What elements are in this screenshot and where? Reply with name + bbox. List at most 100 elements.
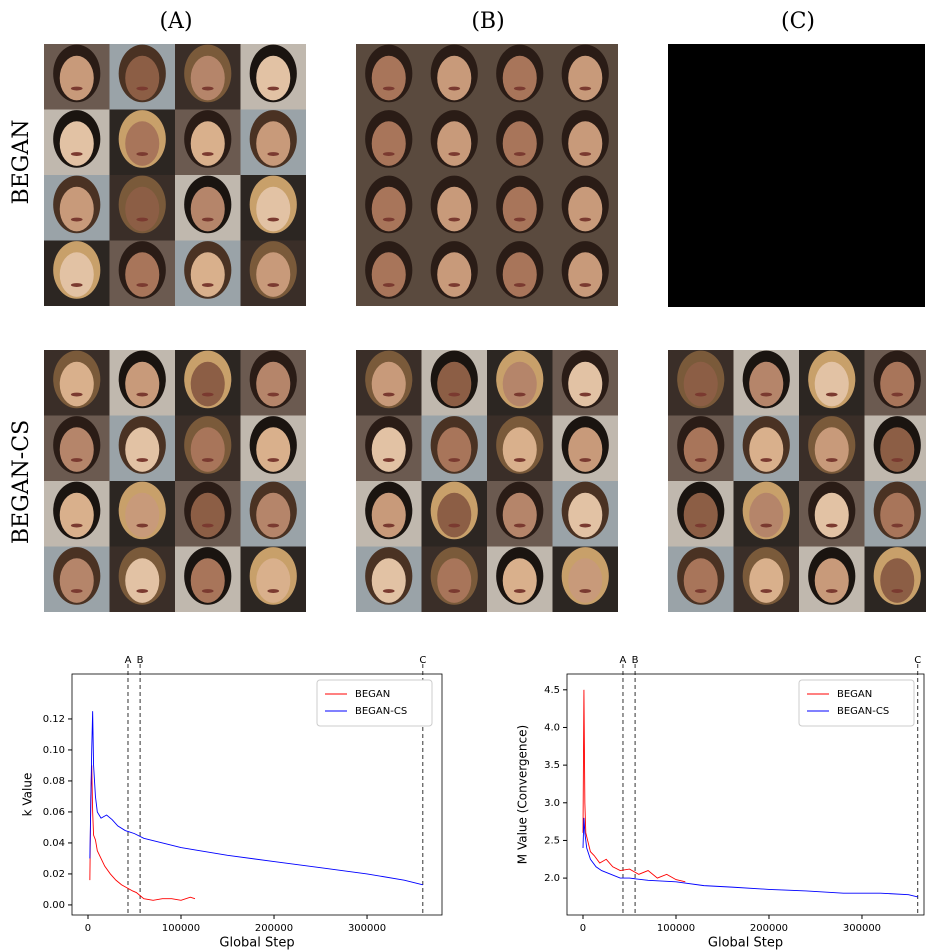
sample-face (190, 492, 225, 538)
sample-mouth (891, 523, 904, 528)
plot-frame (71, 673, 443, 916)
sample-face (371, 186, 406, 232)
sample-mouth (201, 523, 214, 528)
marker-label: C (419, 655, 426, 666)
sample-face (683, 492, 718, 538)
sample-mouth (267, 458, 280, 463)
sample-mouth (267, 283, 280, 288)
sample-mouth (382, 86, 395, 91)
column-label: (C) (781, 9, 815, 34)
sample-mouth (825, 523, 838, 528)
series-line (89, 765, 196, 901)
sample-mouth (201, 392, 214, 397)
sample-face (125, 186, 160, 232)
sample-face (59, 252, 94, 297)
sample-face (371, 252, 406, 297)
sample-mouth (201, 152, 214, 157)
sample-face (125, 361, 160, 407)
sample-face (371, 361, 406, 407)
sample-mouth (891, 589, 904, 594)
sample-face (190, 427, 225, 472)
sample-mouth (448, 152, 461, 157)
sample-face (437, 252, 472, 297)
sample-mouth (382, 392, 395, 397)
x-tick-label: 100000 (162, 923, 200, 934)
sample-mouth (70, 152, 83, 157)
sample-mouth (448, 217, 461, 222)
sample-face (59, 427, 94, 472)
x-tick-label: 200000 (750, 923, 788, 934)
sample-face (437, 121, 472, 166)
sample-mouth (70, 392, 83, 397)
sample-face (568, 55, 603, 101)
marker-label: A (125, 655, 132, 666)
sample-face (880, 558, 915, 603)
sample-face (568, 186, 603, 232)
sample-mouth (448, 523, 461, 528)
sample-face (256, 121, 291, 166)
marker-label: B (632, 655, 639, 666)
sample-face (125, 252, 160, 297)
sample-mouth (70, 458, 83, 463)
sample-face (814, 558, 849, 603)
sample-mouth (694, 523, 707, 528)
sample-mouth (201, 86, 214, 91)
sample-mouth (579, 392, 592, 397)
sample-face (568, 361, 603, 407)
sample-face (190, 558, 225, 603)
legend-label: BEGAN-CS (355, 706, 407, 717)
sample-mouth (825, 392, 838, 397)
sample-mouth (267, 152, 280, 157)
sample-mouth (70, 217, 83, 222)
sample-face (371, 55, 406, 101)
sample-mouth (201, 458, 214, 463)
sample-mouth (136, 86, 149, 91)
sample-mouth (267, 523, 280, 528)
sample-face (502, 558, 537, 603)
legend-label: BEGAN-CS (837, 706, 889, 717)
sample-face (437, 186, 472, 232)
sample-face (59, 121, 94, 166)
y-tick-label: 2.0 (544, 873, 560, 884)
x-tick-label: 0 (85, 923, 91, 934)
sample-mouth (694, 392, 707, 397)
sample-face (371, 492, 406, 538)
chart: 0 100000 200000 300000 2.0 2.5 3.0 3.5 4.0 4.5 A B C… (516, 655, 925, 951)
series-line (582, 689, 686, 883)
sample-grids (44, 44, 926, 612)
y-tick-label: 0.08 (43, 776, 65, 787)
chart: 0 100000 200000 300000 0.00 0.02 0.04 0.06 0.08 0… (21, 655, 443, 951)
sample-mouth (448, 458, 461, 463)
sample-mouth (136, 523, 149, 528)
sample-face (59, 55, 94, 101)
sample-mouth (70, 283, 83, 288)
legend-label: BEGAN (837, 689, 872, 700)
sample-mouth (382, 523, 395, 528)
sample-face (125, 558, 160, 603)
sample-face (125, 427, 160, 472)
sample-face (880, 492, 915, 538)
sample-mouth (891, 458, 904, 463)
sample-mouth (382, 589, 395, 594)
legend-label: BEGAN (355, 689, 390, 700)
y-tick-label: 0.12 (43, 714, 65, 725)
sample-face (59, 361, 94, 407)
sample-face (125, 492, 160, 538)
marker-label: C (914, 655, 921, 666)
column-label: (B) (471, 9, 504, 34)
sample-mouth (579, 86, 592, 91)
sample-face (371, 558, 406, 603)
sample-mouth (201, 217, 214, 222)
sample-mouth (136, 392, 149, 397)
sample-mouth (579, 217, 592, 222)
sample-mouth (825, 458, 838, 463)
y-tick-label: 0.02 (43, 869, 65, 880)
sample-face (749, 558, 784, 603)
sample-mouth (513, 217, 526, 222)
sample-face (59, 558, 94, 603)
sample-mouth (513, 458, 526, 463)
sample-face (568, 427, 603, 472)
sample-face (502, 186, 537, 232)
y-tick-label: 2.5 (544, 835, 560, 846)
y-axis-label: M Value (Convergence) (516, 725, 530, 864)
